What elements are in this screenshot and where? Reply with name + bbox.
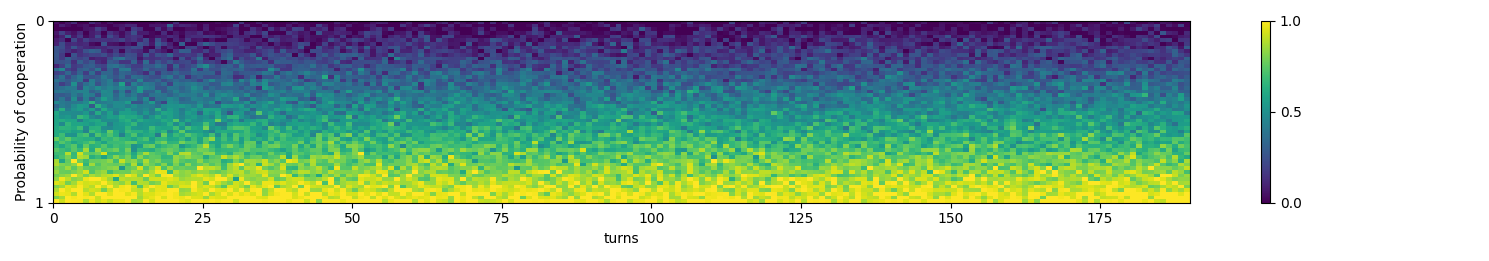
Y-axis label: Probability of cooperation: Probability of cooperation — [15, 22, 28, 201]
X-axis label: turns: turns — [603, 232, 639, 246]
